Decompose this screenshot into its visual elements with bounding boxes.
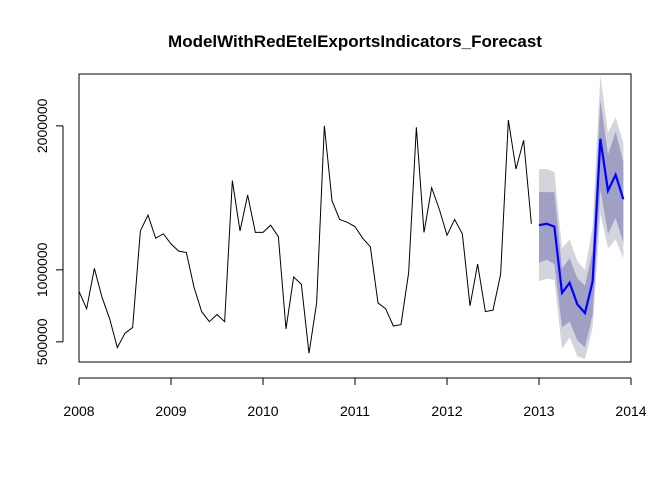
x-tick-label: 2010 [247, 403, 278, 419]
y-tick-label: 1000000 [34, 242, 50, 297]
plot-frame [78, 73, 632, 363]
forecast-line [538, 138, 625, 316]
x-tick-label: 2011 [340, 403, 370, 419]
x-tick-label: 2008 [63, 403, 94, 419]
y-tick-label: 500000 [34, 318, 50, 365]
series-lines [78, 120, 625, 354]
axes: 2008 2009 2010 2011 2012 2013 2014 500000 100000… [34, 98, 647, 419]
prediction-bands [539, 75, 624, 360]
chart-title: ModelWithRedEtelExportsIndicators_Foreca… [168, 32, 542, 51]
x-tick-label: 2009 [155, 403, 186, 419]
x-tick-label: 2012 [431, 403, 462, 419]
x-tick-label: 2014 [615, 403, 646, 419]
x-tick-label: 2013 [523, 403, 554, 419]
y-tick-label: 2000000 [34, 98, 50, 153]
history-line [78, 120, 532, 354]
